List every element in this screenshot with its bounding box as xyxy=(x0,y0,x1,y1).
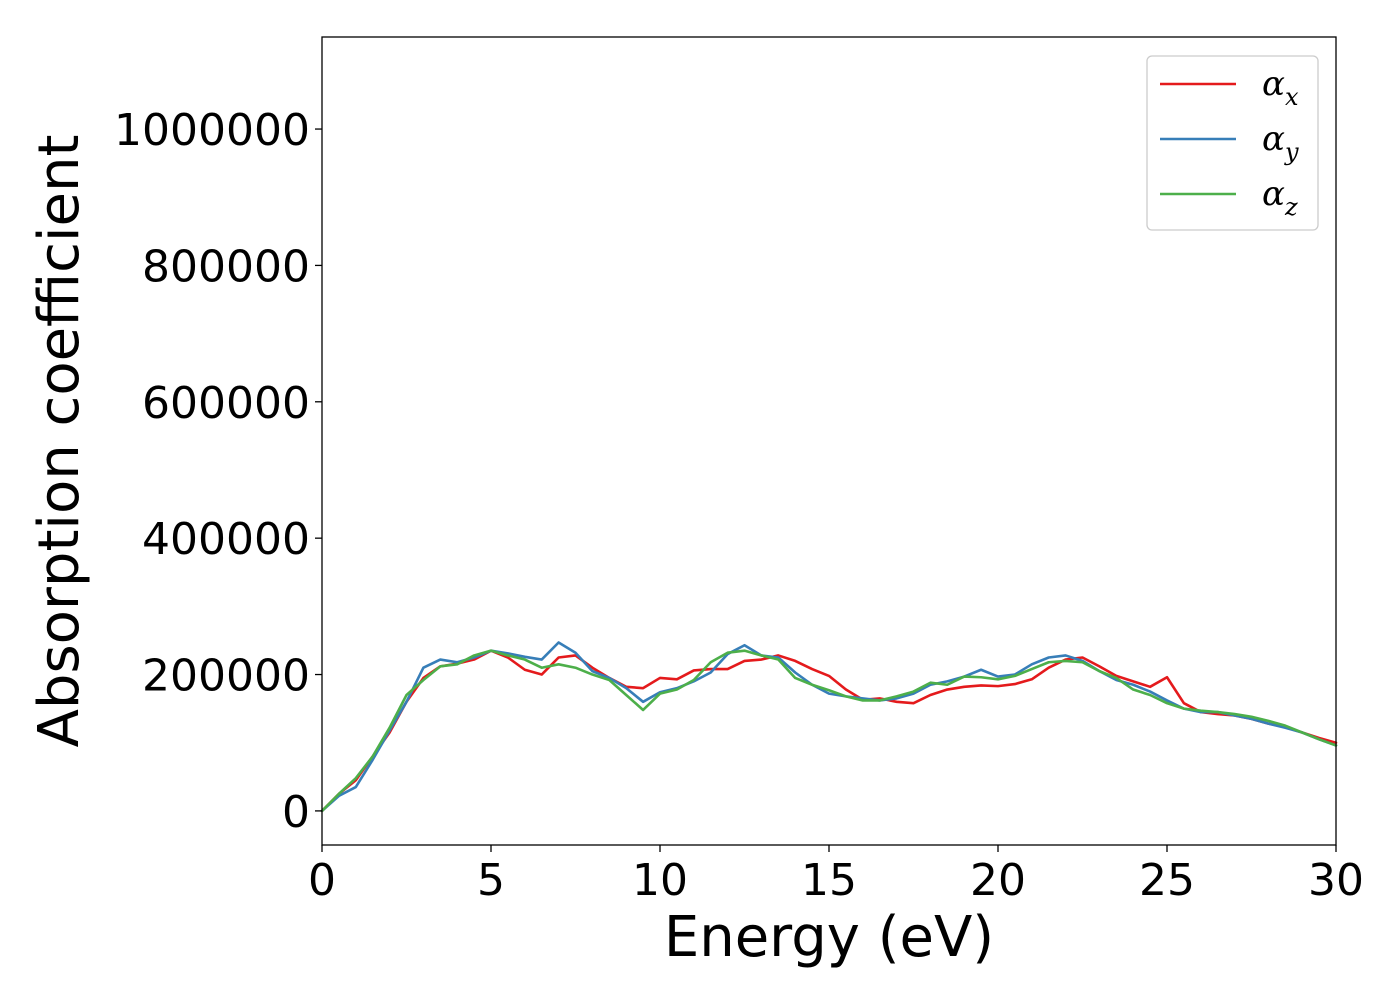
x-axis: 0 5 10 15 20 25 30 xyxy=(308,845,1364,906)
series-line-y xyxy=(320,641,1338,813)
y-tick-label: 400000 xyxy=(142,514,310,565)
legend: αx αy αz xyxy=(1146,55,1319,231)
y-axis: 0 200000 400000 600000 800000 1000000 xyxy=(114,105,322,838)
series-line-x xyxy=(320,649,1338,813)
legend-label-z: αz xyxy=(1262,174,1298,221)
x-tick-label: 30 xyxy=(1308,855,1364,906)
x-tick-label: 25 xyxy=(1139,855,1195,906)
series-line-z xyxy=(320,649,1338,813)
y-axis-title: Absorption coefficient xyxy=(27,135,92,748)
y-tick-label: 0 xyxy=(282,787,310,838)
y-tick-label: 200000 xyxy=(142,651,310,702)
x-axis-title: Energy (eV) xyxy=(664,905,994,970)
x-tick-label: 5 xyxy=(477,855,505,906)
legend-label-y: αy xyxy=(1262,119,1299,166)
x-tick-label: 10 xyxy=(632,855,688,906)
legend-frame xyxy=(1146,55,1319,231)
y-tick-label: 800000 xyxy=(142,241,310,292)
series-layer xyxy=(320,641,1338,813)
legend-label-x: αx xyxy=(1262,64,1299,111)
y-tick-label: 600000 xyxy=(142,378,310,429)
x-tick-label: 0 xyxy=(308,855,336,906)
x-tick-label: 15 xyxy=(801,855,857,906)
y-tick-label: 1000000 xyxy=(114,105,310,156)
x-tick-label: 20 xyxy=(970,855,1026,906)
